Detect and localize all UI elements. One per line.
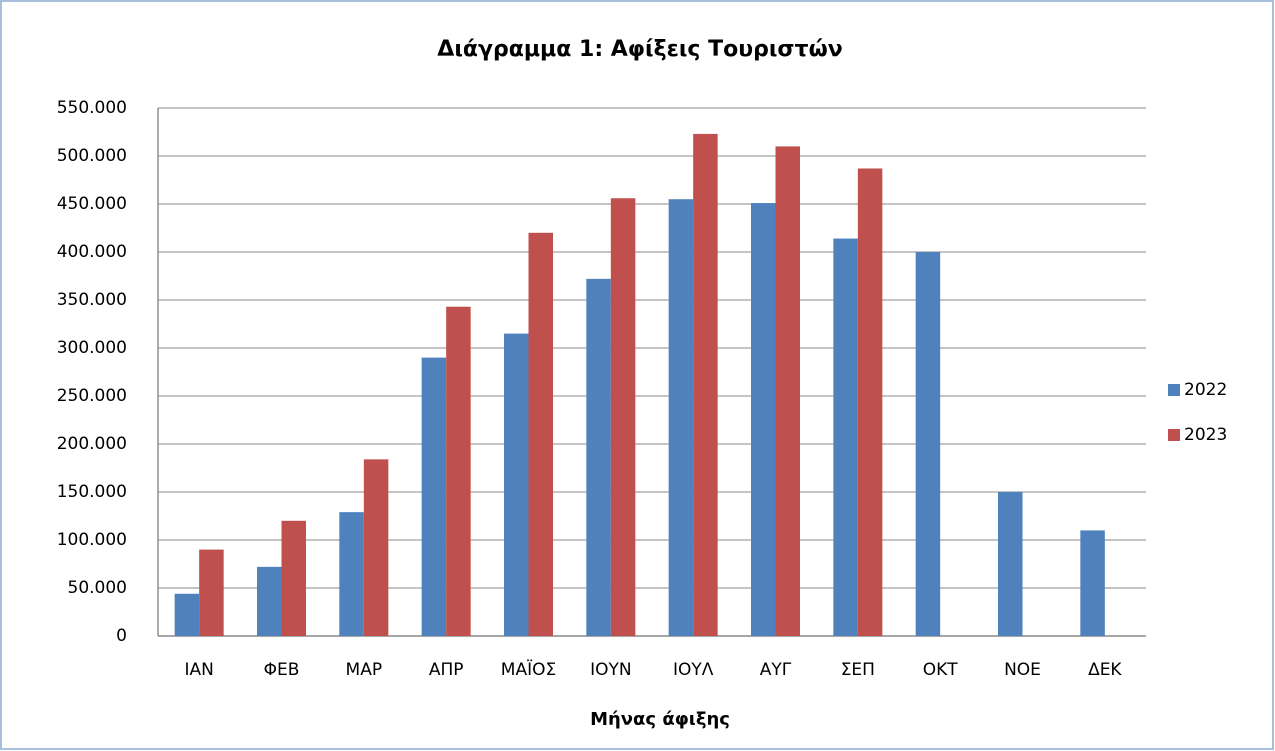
x-tick-label: ΜΑΡ <box>346 660 383 680</box>
x-tick-label: ΔΕΚ <box>1088 660 1122 680</box>
bar <box>446 306 471 636</box>
y-tick-label: 250.000 <box>57 386 127 406</box>
bar <box>257 566 282 636</box>
x-tick-label: ΜΑΪΟΣ <box>501 659 556 680</box>
x-tick-label: ΙΟΥΝ <box>590 660 632 680</box>
y-tick-label: 0 <box>116 626 127 646</box>
legend-label: 2023 <box>1184 425 1227 445</box>
bar <box>528 232 553 637</box>
bar <box>1080 530 1105 636</box>
x-tick-label: ΙΑΝ <box>184 660 213 680</box>
x-tick-label: ΑΠΡ <box>429 660 464 680</box>
y-tick-label: 50.000 <box>68 578 127 598</box>
bar <box>610 198 636 637</box>
chart-title: Διάγραμμα 1: Αφίξεις Τουριστών <box>437 37 842 62</box>
bar <box>586 278 611 636</box>
y-tick-label: 200.000 <box>57 434 127 454</box>
bar <box>998 492 1023 636</box>
bar <box>775 146 800 636</box>
legend-label: 2022 <box>1184 380 1227 400</box>
bar <box>857 168 883 637</box>
bar <box>693 133 718 637</box>
bar <box>504 333 529 636</box>
x-tick-label: ΙΟΥΛ <box>673 660 714 680</box>
y-tick-label: 350.000 <box>57 290 127 310</box>
y-tick-label: 450.000 <box>57 194 127 214</box>
y-tick-label: 400.000 <box>57 242 127 262</box>
bar <box>174 593 200 636</box>
x-tick-label: ΦΕΒ <box>264 660 300 680</box>
x-tick-label: ΑΥΓ <box>760 660 792 680</box>
y-tick-label: 500.000 <box>57 146 127 166</box>
bar <box>915 252 941 636</box>
x-tick-label: ΝΟΕ <box>1004 660 1041 680</box>
bar <box>421 357 447 636</box>
legend-swatch <box>1168 429 1180 441</box>
y-tick-label: 300.000 <box>57 338 127 358</box>
bar <box>833 238 858 636</box>
bar <box>199 549 224 636</box>
legend-swatch <box>1168 384 1180 396</box>
x-axis-title: Μήνας άφιξης <box>590 709 730 730</box>
bar <box>751 203 776 637</box>
y-tick-label: 100.000 <box>57 530 127 550</box>
x-tick-label: ΣΕΠ <box>841 660 875 680</box>
bar <box>668 199 694 636</box>
x-tick-label: ΟΚΤ <box>923 660 959 680</box>
y-tick-label: 150.000 <box>57 482 127 502</box>
bar <box>281 520 306 636</box>
bar <box>363 459 389 636</box>
y-tick-label: 550.000 <box>57 98 127 118</box>
bar <box>339 512 364 636</box>
